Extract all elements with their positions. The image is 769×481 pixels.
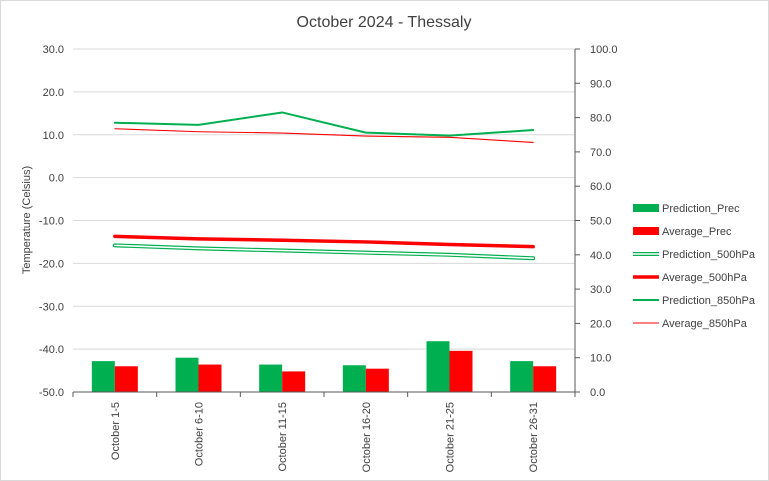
- line-average-500hpa: [113, 234, 535, 249]
- y-tick-label: 0.0: [49, 173, 64, 185]
- y-axis-title: Temperature (Celsius): [21, 166, 33, 274]
- line-average-850hpa: [114, 128, 534, 144]
- y-right-tick-label: 80.0: [590, 113, 611, 125]
- chart-title: October 2024 - Thessaly: [297, 14, 472, 31]
- bar-average-prec: [449, 350, 473, 392]
- y-tick-label: 30.0: [43, 44, 64, 56]
- y-right-tick-label: 50.0: [590, 216, 611, 228]
- x-tick-label: October 16-20: [361, 402, 373, 472]
- x-tick-label: October 21-25: [445, 402, 457, 472]
- y-tick-label: 10.0: [43, 130, 64, 142]
- bar-average-prec: [365, 368, 389, 392]
- axes: 30.0 20.0 10.0 0.0 -10.0 -20.0 -30.0 -40.0 -50.0…: [39, 44, 618, 472]
- legend-label: Average_Prec: [662, 226, 732, 238]
- bar-prediction-prec: [91, 361, 115, 392]
- y-right-tick-label: 60.0: [590, 181, 611, 193]
- y-tick-label: -40.0: [39, 344, 64, 356]
- bar-average-prec: [198, 364, 222, 392]
- legend-swatch: [633, 227, 659, 235]
- bar-layer: [91, 341, 557, 392]
- legend-label: Prediction_850hPa: [662, 295, 756, 307]
- y-right-tick-label: 30.0: [590, 284, 611, 296]
- y-right-tick-label: 10.0: [590, 353, 611, 365]
- y-right-tick-label: 100.0: [590, 44, 618, 56]
- bar-prediction-prec: [426, 341, 450, 392]
- legend-label: Prediction_Prec: [662, 203, 740, 215]
- y-right-tick-label: 90.0: [590, 78, 611, 90]
- legend-label: Average_500hPa: [662, 272, 748, 284]
- legend-label: Prediction_500hPa: [662, 249, 756, 261]
- legend-swatch: [633, 204, 659, 212]
- x-tick-label: October 11-15: [277, 402, 289, 472]
- x-tick-label: October 1-5: [110, 402, 122, 460]
- bar-prediction-prec: [175, 357, 199, 392]
- y-right-tick-label: 0.0: [590, 387, 605, 399]
- y-tick-label: -10.0: [39, 216, 64, 228]
- x-tick-label: October 6-10: [194, 402, 206, 466]
- y-tick-label: 20.0: [43, 87, 64, 99]
- y-tick-label: -30.0: [39, 301, 64, 313]
- y-right-tick-label: 20.0: [590, 318, 611, 330]
- y-right-tick-label: 70.0: [590, 147, 611, 159]
- y-right-tick-label: 40.0: [590, 250, 611, 262]
- bar-average-prec: [282, 371, 306, 392]
- line-prediction-500hpa-inner: [114, 244, 534, 260]
- line-prediction-850hpa: [113, 111, 535, 137]
- legend: Prediction_Prec Average_Prec Prediction_50…: [633, 203, 756, 330]
- x-tick-label: October 26-31: [528, 402, 540, 472]
- gridlines: [73, 48, 575, 350]
- bar-prediction-prec: [510, 361, 534, 392]
- bar-prediction-prec: [342, 365, 366, 392]
- bar-average-prec: [114, 366, 138, 392]
- line-layer: [112, 111, 536, 261]
- y-tick-label: -20.0: [39, 258, 64, 270]
- legend-label: Average_850hPa: [662, 318, 748, 330]
- bar-prediction-prec: [259, 364, 283, 392]
- bar-average-prec: [533, 366, 557, 392]
- y-tick-label: -50.0: [39, 387, 64, 399]
